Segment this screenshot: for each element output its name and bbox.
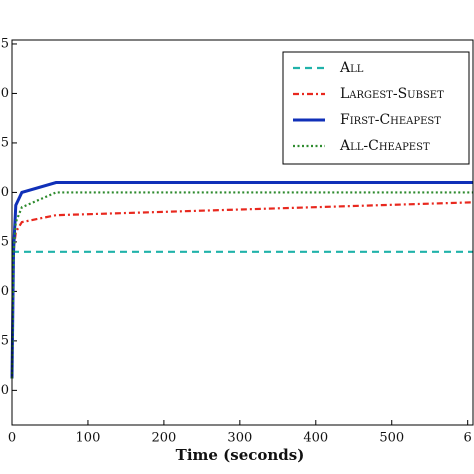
legend-label: Largest-Subset: [340, 86, 444, 102]
legend: All Largest-Subset First-Cheapest All-Cheap…: [282, 51, 470, 165]
x-tick-label: 100: [76, 431, 101, 446]
x-tick-label: 400: [303, 431, 328, 446]
legend-label: All-Cheapest: [339, 138, 430, 154]
plot-frame: [11, 39, 474, 426]
y-tick-label: 5: [1, 234, 9, 249]
x-tick-label: 6: [464, 431, 472, 446]
x-tick-label: 500: [379, 431, 404, 446]
y-tick-label: 0: [1, 86, 9, 101]
y-tick-label: 0: [1, 284, 9, 299]
x-tick-label: 200: [151, 431, 176, 446]
series-line: [10, 191, 473, 379]
y-tick-label: 0: [1, 383, 9, 398]
y-tick-label: 5: [1, 333, 9, 348]
x-tick-label: 0: [8, 431, 16, 446]
legend-label: All: [339, 60, 364, 76]
y-tick-label: 0: [1, 185, 9, 200]
y-tick-label: 5: [1, 36, 9, 51]
x-tick-label: 300: [227, 431, 252, 446]
series-line: [10, 201, 474, 379]
y-tick-label: 5: [1, 135, 9, 150]
series-line: [10, 181, 473, 379]
x-axis-label: Time (seconds): [176, 446, 305, 464]
legend-box: [282, 51, 470, 165]
legend-label: First-Cheapest: [340, 112, 441, 128]
